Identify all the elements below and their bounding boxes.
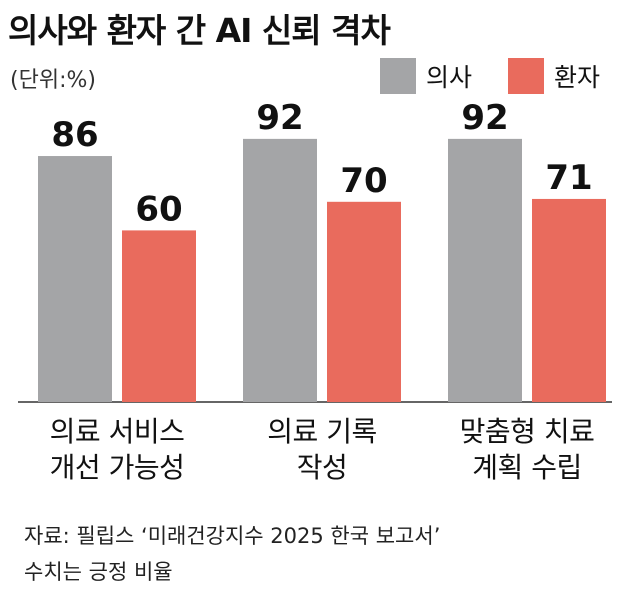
bar-patient-3 bbox=[532, 198, 606, 402]
category-label-line: 계획 수립 bbox=[472, 451, 582, 484]
category-label-3: 맞춤형 치료 계획 수립 bbox=[460, 414, 595, 486]
category-label-line: 작성 bbox=[296, 451, 348, 484]
legend-swatch-patient bbox=[508, 58, 544, 94]
data-label-doctor-2: 92 bbox=[256, 98, 303, 138]
bar-doctor-1 bbox=[38, 156, 112, 402]
category-label-line: 맞춤형 치료 bbox=[459, 415, 595, 448]
data-label-doctor-1: 86 bbox=[51, 115, 98, 155]
legend-label-doctor: 의사 bbox=[426, 63, 473, 92]
data-label-patient-2: 70 bbox=[340, 161, 387, 201]
category-label-1: 의료 서비스 개선 가능성 bbox=[50, 414, 185, 486]
bar-doctor-2 bbox=[243, 138, 317, 402]
bar-doctor-3 bbox=[448, 138, 522, 402]
unit-label: (단위:%) bbox=[10, 68, 96, 93]
category-label-line: 개선 가능성 bbox=[49, 451, 185, 484]
data-label-patient-1: 60 bbox=[135, 189, 182, 229]
category-label-2: 의료 기록 작성 bbox=[267, 414, 377, 486]
source-note: 자료: 필립스 ‘미래건강지수 2025 한국 보고서’ bbox=[24, 524, 441, 548]
category-label-line: 의료 서비스 bbox=[49, 415, 185, 448]
category-label-line: 의료 기록 bbox=[267, 415, 377, 448]
chart-title: 의사와 환자 간 AI 신뢰 격차 bbox=[8, 11, 391, 50]
legend-label-patient: 환자 bbox=[554, 63, 601, 92]
bar-patient-2 bbox=[327, 201, 401, 402]
legend-swatch-doctor bbox=[380, 58, 416, 94]
bar-patient-1 bbox=[122, 230, 196, 402]
data-label-patient-3: 71 bbox=[545, 158, 592, 198]
value-note: 수치는 긍정 비율 bbox=[24, 560, 173, 584]
legend-item-patient: 환자 bbox=[508, 58, 600, 94]
legend-item-doctor: 의사 bbox=[380, 58, 472, 94]
data-label-doctor-3: 92 bbox=[461, 98, 508, 138]
